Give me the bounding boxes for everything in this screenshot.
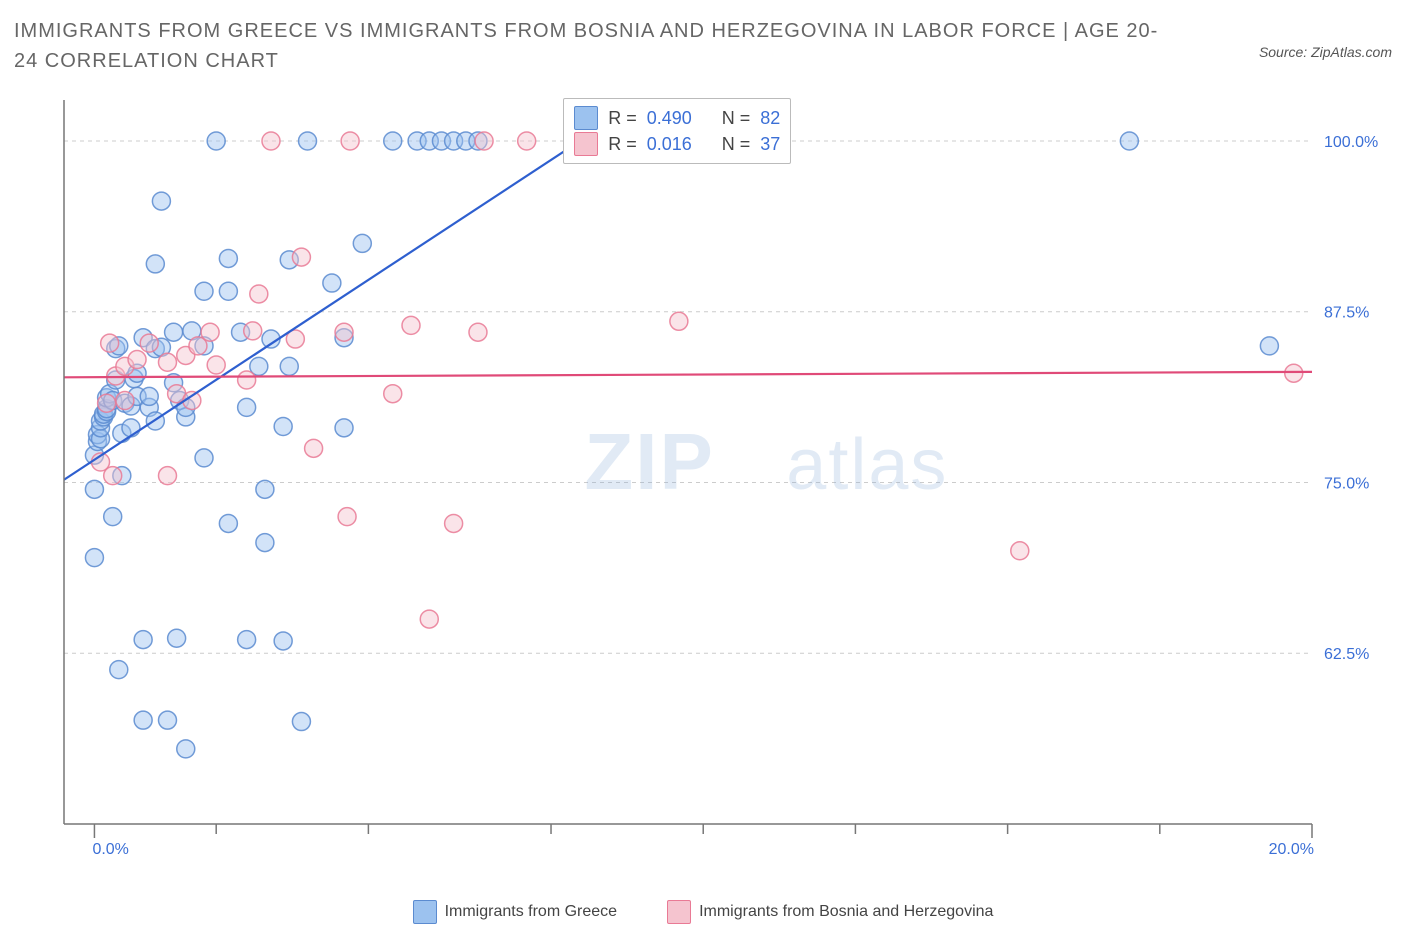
data-point (177, 740, 195, 758)
data-point (256, 480, 274, 498)
data-point (353, 234, 371, 252)
source-attribution: Source: ZipAtlas.com (1259, 44, 1392, 60)
n-value: 37 (760, 131, 780, 157)
data-point (165, 323, 183, 341)
data-point (274, 632, 292, 650)
data-point (274, 417, 292, 435)
x-tick-label: 0.0% (92, 841, 128, 854)
data-point (1260, 337, 1278, 355)
data-point (104, 467, 122, 485)
data-point (292, 713, 310, 731)
legend: Immigrants from Greece Immigrants from Bo… (0, 900, 1406, 924)
legend-label: Immigrants from Greece (445, 903, 617, 921)
data-point (1011, 542, 1029, 560)
r-value: 0.016 (647, 131, 692, 157)
data-point (518, 132, 536, 150)
x-tick-label: 20.0% (1269, 841, 1314, 854)
data-point (85, 549, 103, 567)
legend-label: Immigrants from Bosnia and Herzegovina (699, 903, 993, 921)
r-label: R = (608, 131, 637, 157)
data-point (207, 356, 225, 374)
scatter-plot: ZIPatlas62.5%75.0%87.5%100.0%In Labor Fo… (46, 94, 1392, 854)
watermark-atlas: atlas (786, 425, 948, 505)
data-point (250, 285, 268, 303)
data-point (134, 631, 152, 649)
data-point (238, 398, 256, 416)
data-point (280, 357, 298, 375)
data-point (305, 439, 323, 457)
legend-item: Immigrants from Greece (413, 900, 617, 924)
header: IMMIGRANTS FROM GREECE VS IMMIGRANTS FRO… (14, 16, 1392, 76)
data-point (445, 514, 463, 532)
data-point (134, 711, 152, 729)
r-value: 0.490 (647, 105, 692, 131)
data-point (475, 132, 493, 150)
data-point (402, 316, 420, 334)
data-point (338, 508, 356, 526)
y-tick-label: 100.0% (1324, 134, 1378, 151)
n-value: 82 (760, 105, 780, 131)
data-point (670, 312, 688, 330)
data-point (168, 629, 186, 647)
data-point (85, 480, 103, 498)
watermark-zip: ZIP (584, 417, 714, 506)
data-point (104, 508, 122, 526)
data-point (292, 248, 310, 266)
data-point (140, 334, 158, 352)
data-point (195, 282, 213, 300)
data-point (384, 385, 402, 403)
data-point (201, 323, 219, 341)
data-point (1285, 364, 1303, 382)
data-point (110, 661, 128, 679)
data-point (116, 392, 134, 410)
data-point (256, 534, 274, 552)
y-tick-label: 62.5% (1324, 646, 1369, 663)
stats-row: R = 0.490 N = 82 (574, 105, 780, 131)
chart-title: IMMIGRANTS FROM GREECE VS IMMIGRANTS FRO… (14, 16, 1164, 76)
trend-line (64, 100, 642, 480)
legend-swatch (413, 900, 437, 924)
legend-item: Immigrants from Bosnia and Herzegovina (667, 900, 993, 924)
data-point (219, 282, 237, 300)
data-point (299, 132, 317, 150)
n-label: N = (722, 131, 751, 157)
data-point (219, 514, 237, 532)
data-point (469, 323, 487, 341)
legend-swatch (574, 132, 598, 156)
data-point (146, 255, 164, 273)
data-point (122, 419, 140, 437)
data-point (158, 353, 176, 371)
data-point (98, 394, 116, 412)
r-label: R = (608, 105, 637, 131)
n-label: N = (722, 105, 751, 131)
data-point (158, 711, 176, 729)
data-point (341, 132, 359, 150)
data-point (384, 132, 402, 150)
data-point (152, 192, 170, 210)
data-point (238, 371, 256, 389)
stats-row: R = 0.016 N = 37 (574, 131, 780, 157)
data-point (1120, 132, 1138, 150)
y-tick-label: 87.5% (1324, 305, 1369, 322)
data-point (128, 351, 146, 369)
legend-swatch (667, 900, 691, 924)
data-point (420, 610, 438, 628)
data-point (207, 132, 225, 150)
data-point (158, 467, 176, 485)
legend-swatch (574, 106, 598, 130)
data-point (262, 132, 280, 150)
data-point (335, 419, 353, 437)
correlation-stats-box: R = 0.490 N = 82 R = 0.016 N = 37 (563, 98, 791, 164)
data-point (238, 631, 256, 649)
data-point (335, 323, 353, 341)
y-tick-label: 75.0% (1324, 475, 1369, 492)
data-point (101, 334, 119, 352)
data-point (323, 274, 341, 292)
data-point (195, 449, 213, 467)
data-point (140, 387, 158, 405)
data-point (219, 249, 237, 267)
data-point (244, 322, 262, 340)
